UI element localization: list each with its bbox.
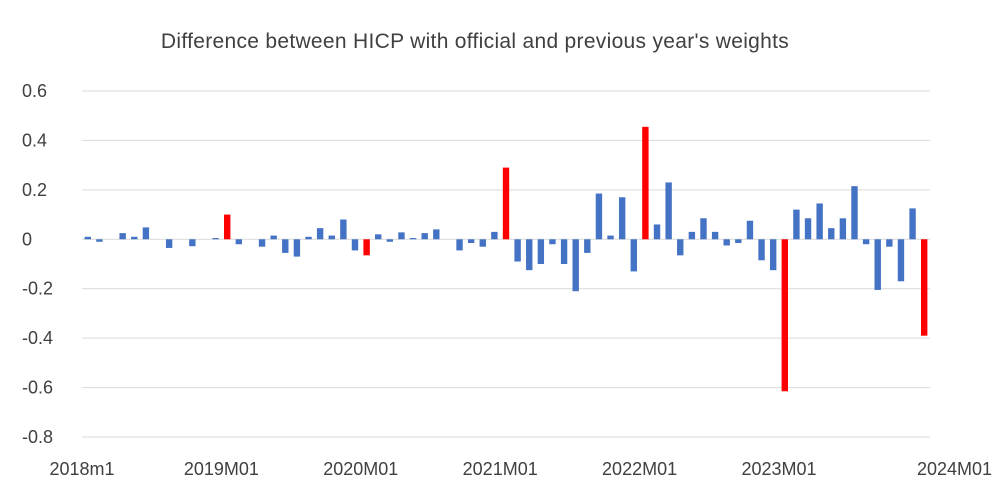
bar	[305, 236, 312, 240]
y-tick-label: 0	[22, 229, 32, 249]
bar	[711, 231, 719, 240]
bar	[491, 231, 498, 240]
bar	[886, 239, 893, 247]
bar	[897, 239, 905, 282]
bar	[502, 167, 510, 240]
bar	[270, 235, 277, 240]
bar	[84, 236, 91, 240]
bar	[421, 233, 428, 240]
x-tick-label: 2023M01	[741, 459, 816, 479]
bar	[653, 224, 661, 240]
bar	[131, 236, 138, 240]
y-tick-label: -0.4	[22, 328, 53, 348]
bar	[828, 228, 835, 240]
x-axis-labels: 2018m1 2019M01 2020M01 2021M01 2022M01 2023M0…	[49, 459, 992, 479]
bar	[839, 218, 847, 240]
bar	[630, 239, 637, 272]
bar	[537, 239, 545, 264]
bar	[677, 239, 684, 256]
bars	[84, 126, 928, 392]
bar	[526, 239, 533, 271]
bar	[804, 218, 812, 240]
bar	[235, 239, 243, 245]
bar	[224, 214, 231, 240]
bar	[479, 239, 486, 247]
bar	[700, 218, 707, 240]
x-tick-label: 2021M01	[463, 459, 538, 479]
y-tick-label: 0.2	[22, 180, 47, 200]
bar	[165, 239, 173, 248]
bar	[851, 186, 858, 240]
bar	[642, 126, 649, 240]
bar	[584, 239, 591, 253]
bar	[816, 203, 823, 240]
bar	[862, 239, 870, 245]
bar	[723, 239, 730, 246]
bar	[921, 239, 928, 336]
bar	[595, 193, 603, 240]
bar	[769, 239, 777, 271]
y-tick-label: -0.2	[22, 279, 53, 299]
y-axis-labels: 0.6 0.4 0.2 0 -0.2 -0.4 -0.6 -0.8	[22, 81, 53, 447]
bar	[189, 239, 196, 247]
bar	[351, 239, 359, 251]
x-tick-label: 2018m1	[49, 459, 114, 479]
bar	[328, 235, 335, 240]
bar	[665, 182, 672, 240]
bar	[560, 239, 568, 264]
x-tick-label: 2019M01	[184, 459, 259, 479]
bar	[758, 239, 765, 261]
bar	[316, 228, 324, 240]
bar	[874, 239, 881, 290]
chart-title: Difference between HICP with official an…	[160, 30, 790, 53]
bar	[607, 235, 614, 240]
x-tick-label: 2024M01	[917, 459, 992, 479]
bar	[781, 239, 788, 392]
bar	[375, 234, 382, 240]
bar	[282, 239, 289, 253]
bar	[340, 219, 347, 240]
y-tick-label: -0.6	[22, 378, 53, 398]
bar	[549, 239, 556, 245]
bar	[456, 239, 463, 251]
bar	[119, 233, 126, 240]
y-tick-label: -0.8	[22, 427, 53, 447]
x-tick-label: 2022M01	[602, 459, 677, 479]
bar	[293, 239, 301, 257]
bar	[363, 239, 370, 256]
bar	[398, 232, 405, 240]
bar	[212, 238, 219, 240]
bar	[386, 239, 394, 242]
bar	[618, 197, 626, 240]
bar	[96, 239, 103, 242]
bar	[409, 238, 417, 240]
bar	[258, 239, 266, 247]
y-tick-label: 0.6	[22, 81, 47, 101]
bar	[735, 239, 742, 243]
y-tick-label: 0.4	[22, 130, 47, 150]
bar	[688, 231, 696, 240]
x-tick-label: 2020M01	[323, 459, 398, 479]
bar	[793, 209, 800, 240]
bar	[433, 229, 440, 240]
bar	[514, 239, 521, 262]
gridlines	[82, 90, 930, 438]
bar	[746, 220, 754, 240]
bar	[909, 208, 916, 240]
bar	[142, 227, 150, 240]
bar	[467, 239, 475, 243]
bar	[572, 239, 579, 292]
